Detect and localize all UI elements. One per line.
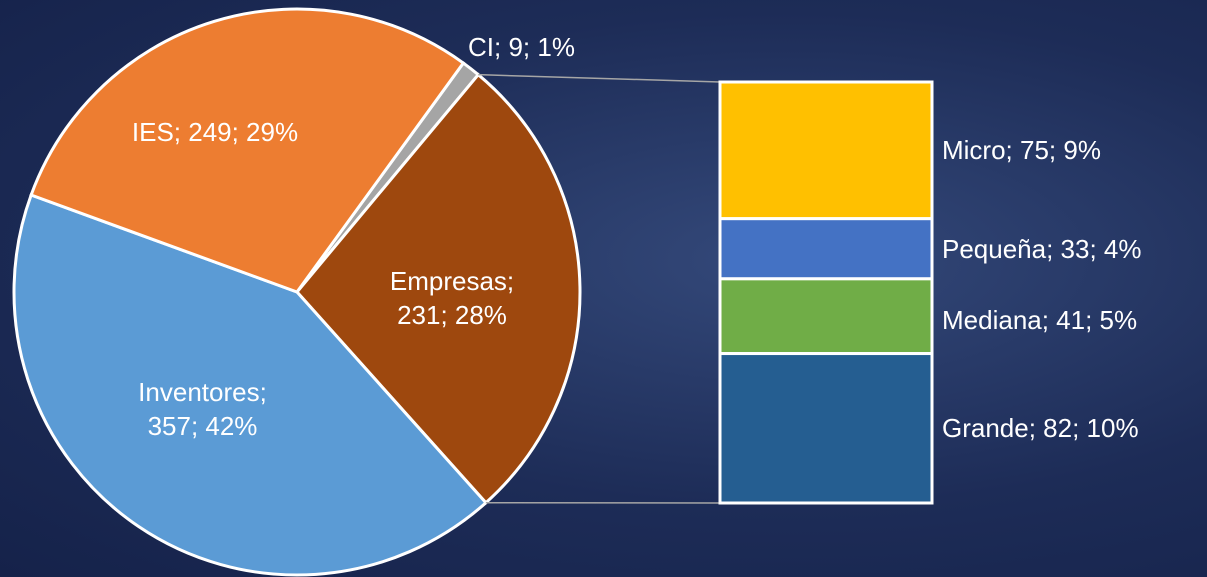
- bar-segment: [720, 219, 932, 279]
- bar-segment: [720, 354, 932, 503]
- connector: [478, 75, 720, 82]
- slice-label: Empresas; 231; 28%: [362, 264, 542, 332]
- slice-label: IES; 249; 29%: [100, 115, 330, 149]
- slice-label: CI; 9; 1%: [468, 30, 628, 64]
- segment-label: Mediana; 41; 5%: [942, 303, 1137, 337]
- chart: CI; 9; 1% Empresas; 231; 28% Inventores; 3…: [0, 0, 1207, 577]
- chart-canvas: [0, 0, 1207, 577]
- slice-label: Inventores; 357; 42%: [110, 375, 295, 443]
- segment-label: Grande; 82; 10%: [942, 411, 1139, 445]
- bar-segment: [720, 279, 932, 354]
- segment-label: Micro; 75; 9%: [942, 133, 1101, 167]
- bar-segment: [720, 82, 932, 219]
- segment-label: Pequeña; 33; 4%: [942, 232, 1142, 266]
